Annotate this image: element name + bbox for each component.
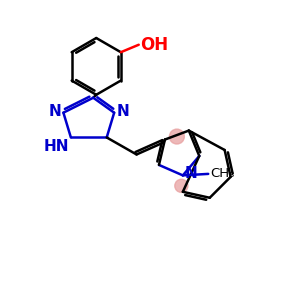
Circle shape (175, 179, 188, 192)
Text: CH₃: CH₃ (210, 167, 234, 180)
Text: N: N (49, 104, 61, 119)
Text: N: N (116, 104, 129, 119)
Circle shape (169, 129, 184, 144)
Text: OH: OH (140, 36, 168, 54)
Text: N: N (184, 167, 197, 182)
Text: HN: HN (43, 139, 69, 154)
